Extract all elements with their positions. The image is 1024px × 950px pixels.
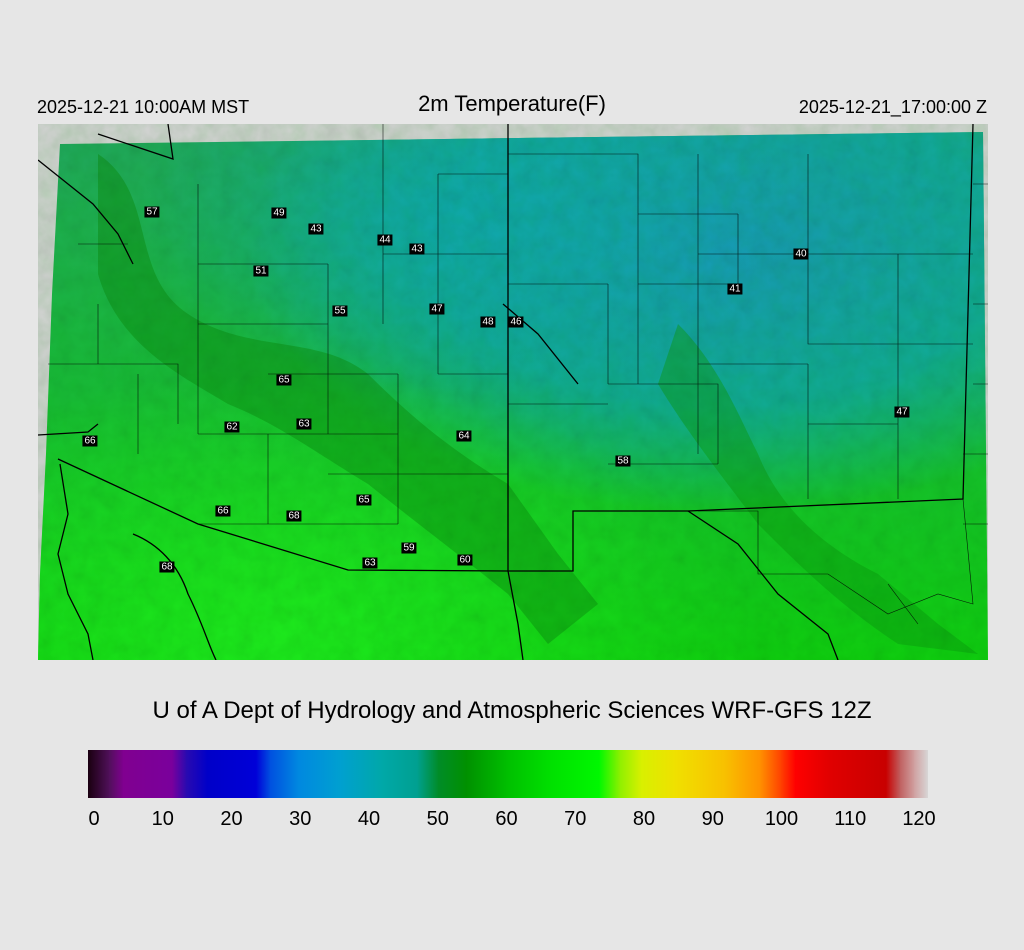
colorbar-segment [340, 750, 383, 798]
station-value: 68 [286, 510, 302, 522]
colorbar-segment [417, 750, 439, 798]
map-canvas [38, 124, 988, 660]
station-value: 65 [356, 494, 372, 506]
colorbar-tick-label: 100 [764, 808, 799, 830]
colorbar-segment [109, 750, 124, 798]
colorbar-tick-label: 110 [834, 808, 867, 830]
colorbar-segment [466, 750, 509, 798]
station-value: 60 [457, 554, 473, 566]
colorbar-segment [620, 750, 642, 798]
colorbar-segment [830, 750, 887, 798]
colorbar-segment [550, 750, 600, 798]
colorbar-segment [641, 750, 677, 798]
station-value: 47 [429, 303, 445, 315]
colorbar-segment [886, 750, 901, 798]
colorbar-segment [914, 750, 929, 798]
valid-time-label: 2025-12-21_17:00:00 Z [798, 97, 987, 117]
temperature-colorbar [88, 750, 929, 798]
colorbar-tick-label: 0 [88, 808, 100, 830]
colorbar-segment [382, 750, 418, 798]
station-value: 62 [224, 421, 240, 433]
station-value: 46 [508, 316, 524, 328]
station-value: 63 [296, 418, 312, 430]
station-value: 41 [727, 283, 743, 295]
colorbar-segment [676, 750, 726, 798]
station-value: 66 [82, 435, 98, 447]
station-value: 49 [271, 207, 287, 219]
colorbar-segment [207, 750, 257, 798]
colorbar-segment [900, 750, 915, 798]
station-value: 63 [362, 557, 378, 569]
station-value: 66 [215, 505, 231, 517]
temperature-map: 57 49 43 44 43 51 55 47 48 46 40 41 65 62 63 64 66 58 47 66… [38, 124, 988, 660]
colorbar-segment [186, 750, 208, 798]
colorbar-tick-label: 60 [495, 808, 518, 830]
station-value: 43 [409, 243, 425, 255]
station-value: 51 [253, 265, 269, 277]
colorbar-tick-label: 20 [220, 808, 243, 830]
station-value: 48 [480, 316, 496, 328]
colorbar-tick-label: 40 [357, 808, 381, 830]
station-value: 58 [615, 455, 631, 467]
colorbar-tick-label: 50 [426, 808, 449, 830]
credit-line: U of A Dept of Hydrology and Atmospheric… [152, 697, 872, 724]
colorbar-segment [88, 750, 110, 798]
colorbar-segment [795, 750, 831, 798]
colorbar-tick-label: 90 [701, 808, 724, 830]
colorbar-segment [508, 750, 551, 798]
colorbar-tick-label: 120 [902, 808, 936, 830]
station-value: 47 [894, 406, 910, 418]
station-value: 65 [276, 374, 292, 386]
colorbar-segment [725, 750, 761, 798]
colorbar-svg [88, 750, 929, 798]
station-value: 68 [159, 561, 175, 573]
colorbar-segment [599, 750, 621, 798]
station-value: 57 [144, 206, 160, 218]
station-value: 40 [793, 248, 809, 260]
colorbar-tick-label: 10 [151, 808, 174, 830]
colorbar-segment [172, 750, 187, 798]
station-value: 64 [456, 430, 472, 442]
colorbar-tick-label: 70 [564, 808, 587, 830]
map-title: 2m Temperature(F) [418, 91, 606, 116]
county-boundaries [48, 124, 988, 625]
station-value: 43 [308, 223, 324, 235]
colorbar-segment [760, 750, 782, 798]
colorbar-segment [123, 750, 173, 798]
colorbar-segment [270, 750, 299, 798]
colorbar-segment [438, 750, 467, 798]
station-value: 44 [377, 234, 393, 246]
colorbar-tick-label: 30 [289, 808, 312, 830]
colorbar-tick-label: 80 [632, 808, 656, 830]
colorbar-segment [781, 750, 796, 798]
colorbar-segment [256, 750, 271, 798]
colorbar-segment [298, 750, 341, 798]
local-time-label: 2025-12-21 10:00AM MST [37, 97, 250, 117]
station-value: 55 [332, 305, 348, 317]
station-value: 59 [401, 542, 417, 554]
